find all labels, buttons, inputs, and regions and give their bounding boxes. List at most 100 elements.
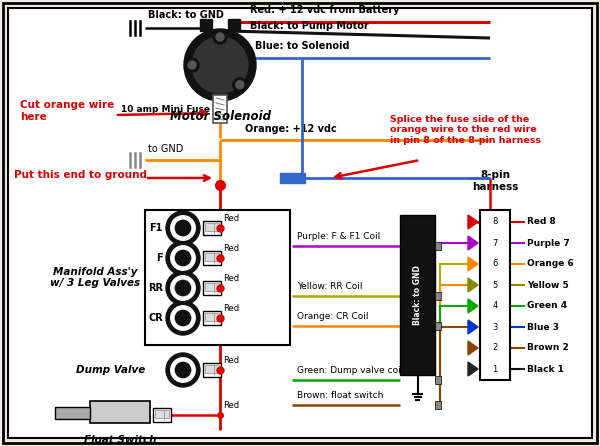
Text: F: F — [157, 253, 163, 263]
Circle shape — [171, 306, 195, 330]
Text: Yellow: RR Coil: Yellow: RR Coil — [297, 282, 362, 291]
Bar — [145, 210, 290, 345]
Bar — [153, 408, 171, 422]
Text: 8: 8 — [493, 218, 497, 227]
Circle shape — [236, 81, 244, 89]
Circle shape — [188, 61, 196, 69]
Polygon shape — [468, 236, 478, 250]
Bar — [228, 19, 240, 31]
Bar — [203, 363, 221, 377]
Text: Black: to GND: Black: to GND — [148, 10, 224, 20]
Text: Red: Red — [223, 214, 239, 223]
Text: 10 amp Mini Fuse: 10 amp Mini Fuse — [121, 104, 210, 113]
Bar — [435, 242, 441, 250]
Text: Put this end to ground: Put this end to ground — [14, 170, 147, 180]
Polygon shape — [468, 320, 478, 334]
Bar — [205, 365, 219, 373]
Polygon shape — [468, 362, 478, 376]
Text: 7: 7 — [493, 239, 497, 248]
Text: F1: F1 — [149, 223, 163, 233]
Bar — [205, 223, 219, 231]
Bar — [55, 407, 90, 419]
Circle shape — [175, 250, 191, 266]
Circle shape — [166, 301, 200, 335]
Text: Manifold Ass'y
w/ 3 Leg Valves: Manifold Ass'y w/ 3 Leg Valves — [50, 267, 140, 288]
Text: Blue 3: Blue 3 — [527, 322, 559, 331]
Text: Yellow 5: Yellow 5 — [527, 281, 569, 289]
Circle shape — [166, 241, 200, 275]
Bar — [280, 173, 305, 183]
Text: 4: 4 — [493, 301, 497, 310]
Bar — [203, 251, 221, 265]
Circle shape — [216, 33, 224, 41]
Bar — [205, 313, 219, 321]
Circle shape — [184, 29, 256, 101]
Bar — [435, 376, 441, 384]
Text: Purple: F & F1 Coil: Purple: F & F1 Coil — [297, 232, 380, 241]
Text: Orange 6: Orange 6 — [527, 260, 574, 268]
Bar — [203, 221, 221, 235]
Circle shape — [175, 220, 191, 235]
Text: Red 8: Red 8 — [527, 218, 556, 227]
Text: to GND: to GND — [148, 144, 184, 154]
Text: Green: Dump valve coil: Green: Dump valve coil — [297, 366, 403, 375]
Circle shape — [171, 216, 195, 240]
Polygon shape — [468, 215, 478, 229]
Text: Red: Red — [223, 356, 239, 365]
Text: Red: + 12 vdc from Battery: Red: + 12 vdc from Battery — [250, 5, 400, 15]
Text: Black: to GND: Black: to GND — [413, 265, 422, 325]
Text: Brown 2: Brown 2 — [527, 343, 569, 352]
Bar — [200, 19, 212, 31]
Text: 2: 2 — [493, 343, 497, 352]
Text: 5: 5 — [493, 281, 497, 289]
Text: Splice the fuse side of the
orange wire to the red wire
in pin 8 of the 8-pin ha: Splice the fuse side of the orange wire … — [390, 115, 541, 145]
Text: 8-pin
harness: 8-pin harness — [472, 170, 518, 192]
Circle shape — [213, 30, 227, 44]
Circle shape — [192, 37, 248, 93]
Text: Motor Solenoid: Motor Solenoid — [170, 110, 271, 123]
Text: Black 1: Black 1 — [527, 364, 564, 373]
Text: Float Switch: Float Switch — [84, 435, 156, 445]
Text: Green 4: Green 4 — [527, 301, 567, 310]
Bar — [203, 281, 221, 295]
Text: Dump Valve: Dump Valve — [76, 365, 145, 375]
Circle shape — [171, 246, 195, 270]
Text: RR: RR — [148, 283, 163, 293]
Polygon shape — [468, 278, 478, 292]
Bar — [213, 95, 227, 123]
Circle shape — [175, 362, 191, 378]
Circle shape — [175, 310, 191, 326]
Circle shape — [166, 211, 200, 245]
Circle shape — [175, 281, 191, 296]
Polygon shape — [468, 299, 478, 313]
Text: Red: Red — [223, 274, 239, 283]
Bar — [203, 311, 221, 325]
Bar — [435, 292, 441, 300]
Text: Red: Red — [223, 401, 239, 410]
Text: Black: to Pump Motor: Black: to Pump Motor — [250, 21, 369, 31]
Text: Orange: CR Coil: Orange: CR Coil — [297, 312, 368, 321]
Text: 6: 6 — [493, 260, 497, 268]
Text: Cut orange wire
here: Cut orange wire here — [20, 100, 114, 122]
Circle shape — [166, 353, 200, 387]
Text: Orange: +12 vdc: Orange: +12 vdc — [245, 124, 337, 134]
Text: Purple 7: Purple 7 — [527, 239, 570, 248]
Bar — [400, 215, 435, 375]
Bar — [435, 322, 441, 330]
Bar — [90, 401, 150, 423]
Circle shape — [171, 276, 195, 300]
Text: Red: Red — [223, 304, 239, 313]
Circle shape — [185, 58, 199, 72]
Circle shape — [166, 271, 200, 305]
Text: CR: CR — [148, 313, 163, 323]
Text: Blue: to Solenoid: Blue: to Solenoid — [255, 41, 349, 51]
Bar — [205, 283, 219, 291]
Bar — [435, 401, 441, 409]
Polygon shape — [468, 341, 478, 355]
Polygon shape — [468, 257, 478, 271]
Circle shape — [233, 78, 247, 92]
Text: 3: 3 — [493, 322, 497, 331]
Circle shape — [171, 358, 195, 382]
Bar — [205, 253, 219, 261]
Text: Brown: float switch: Brown: float switch — [297, 391, 383, 400]
